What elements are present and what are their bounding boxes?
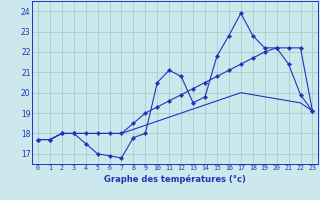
- X-axis label: Graphe des températures (°c): Graphe des températures (°c): [104, 174, 246, 184]
